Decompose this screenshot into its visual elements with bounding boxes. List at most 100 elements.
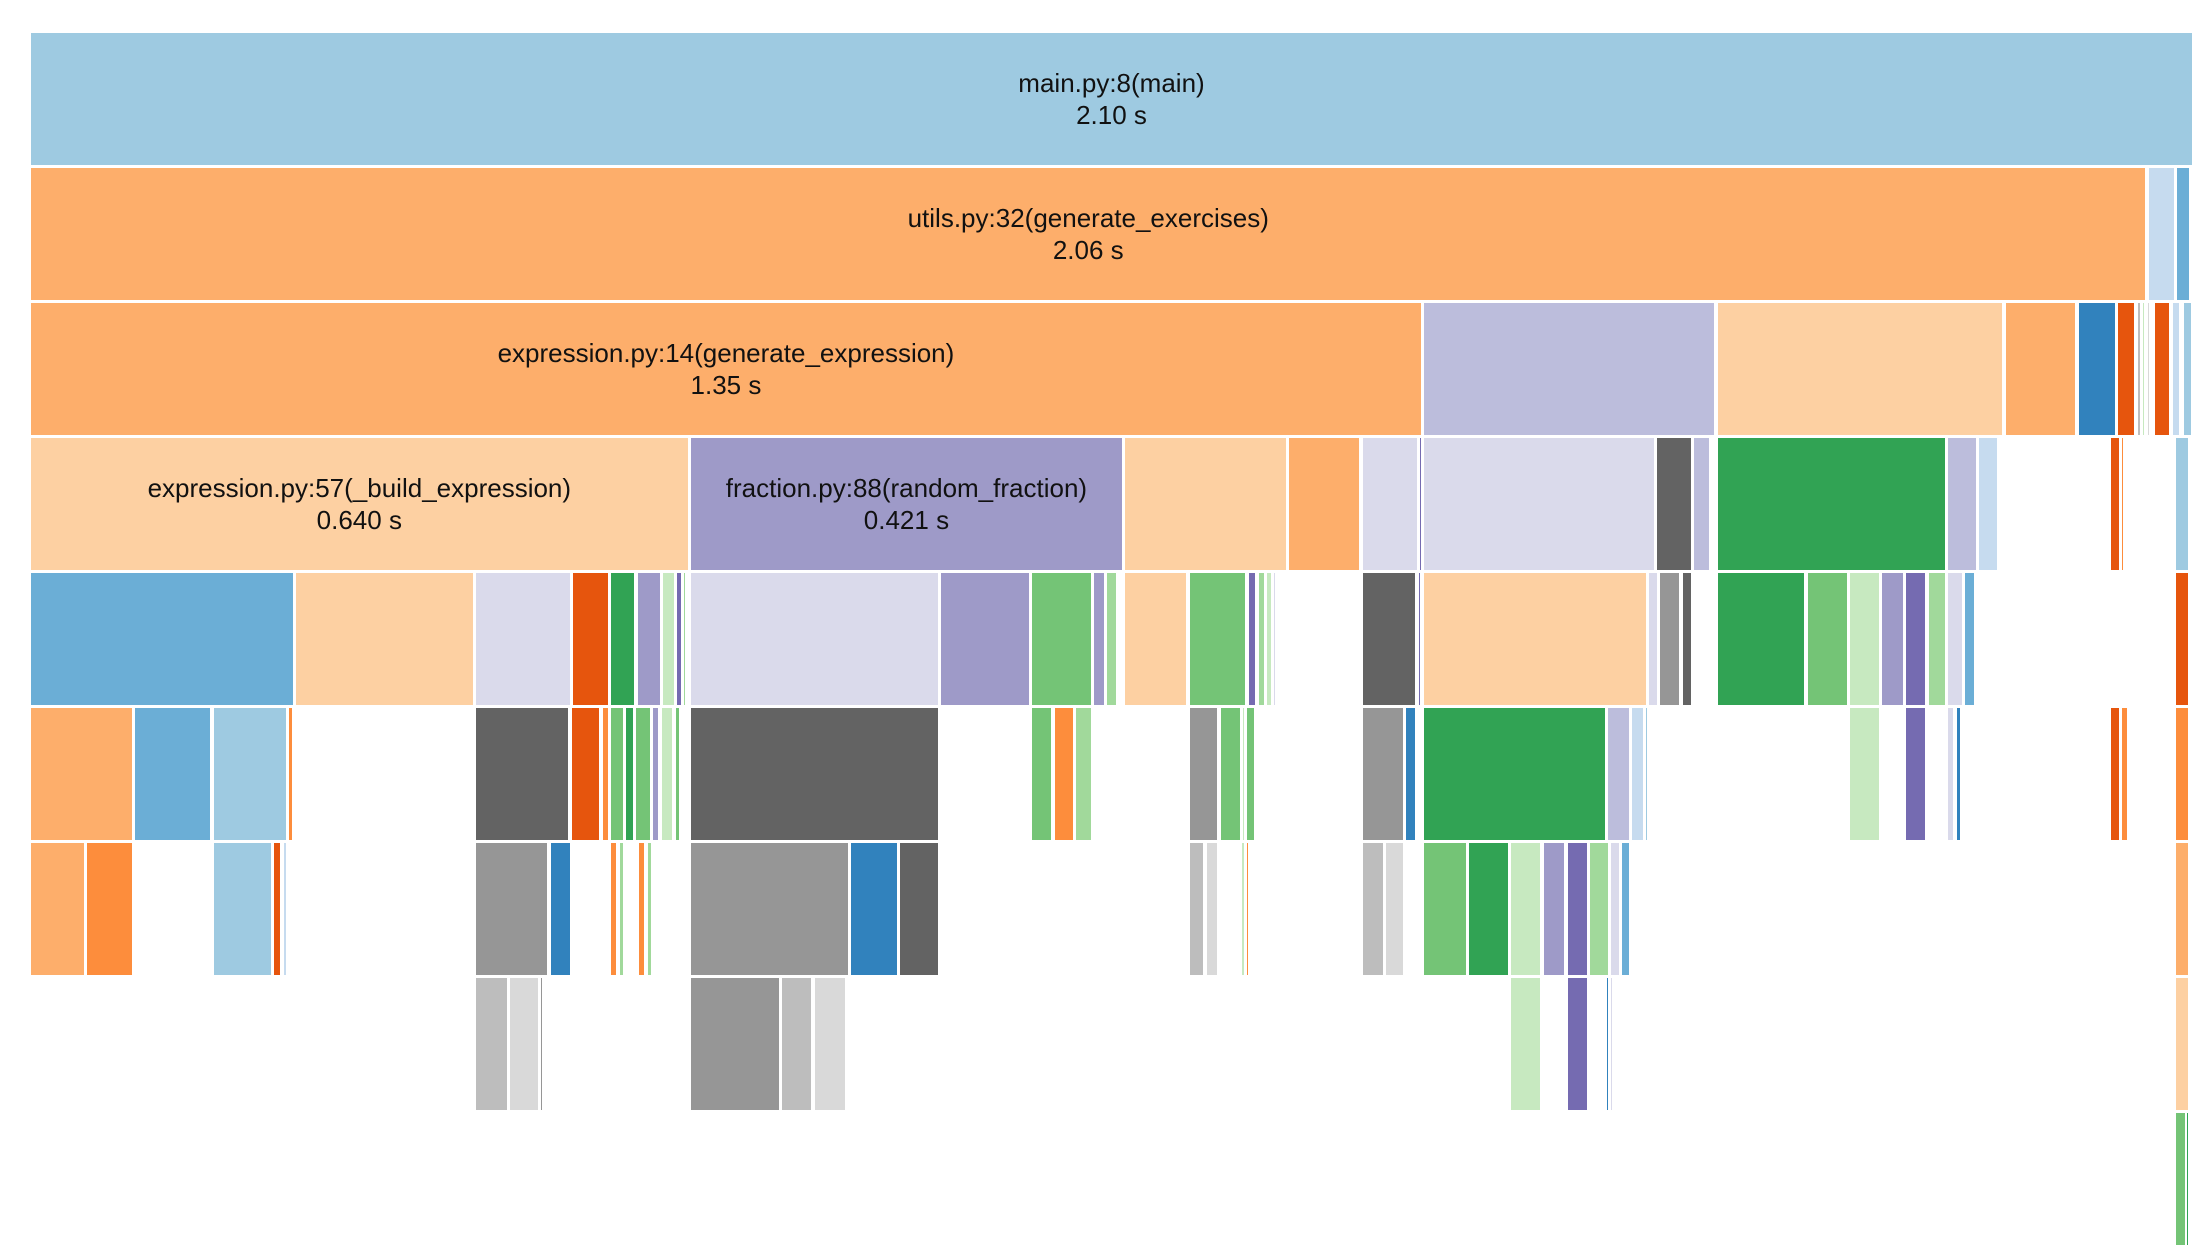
frame-bar[interactable] (296, 573, 475, 708)
frame-bar[interactable] (636, 708, 652, 843)
frame-bar[interactable] (1649, 573, 1659, 708)
frame-bar[interactable] (1632, 708, 1645, 843)
frame-bar[interactable] (684, 573, 687, 708)
frame-bar[interactable] (2111, 708, 2121, 843)
frame-bar[interactable] (573, 573, 610, 708)
frame-bar-labeled[interactable]: main.py:8(main) 2.10 s (31, 33, 2194, 168)
frame-bar[interactable] (1948, 573, 1964, 708)
frame-bar[interactable] (2151, 303, 2154, 438)
frame-bar[interactable] (2122, 708, 2130, 843)
frame-bar[interactable] (691, 573, 940, 708)
frame-bar[interactable] (2175, 438, 2190, 573)
frame-bar[interactable] (1125, 573, 1189, 708)
frame-bar[interactable] (2184, 303, 2193, 438)
frame-bar[interactable] (476, 843, 550, 978)
frame-bar[interactable] (1660, 573, 1682, 708)
frame-bar[interactable] (1717, 438, 1947, 573)
frame-bar[interactable] (1469, 843, 1511, 978)
frame-bar[interactable] (476, 708, 571, 843)
frame-bar[interactable] (1567, 843, 1589, 978)
frame-bar[interactable] (1608, 708, 1631, 843)
frame-bar[interactable] (691, 843, 850, 978)
frame-bar[interactable] (619, 843, 626, 978)
frame-bar[interactable] (2173, 303, 2182, 438)
frame-bar[interactable] (611, 843, 619, 978)
frame-bar-labeled[interactable]: fraction.py:88(random_fraction) 0.421 s (691, 438, 1124, 573)
frame-bar[interactable] (1906, 708, 1928, 843)
frame-bar[interactable] (1543, 843, 1567, 978)
frame-bar[interactable] (2175, 978, 2190, 1113)
frame-bar[interactable] (639, 843, 647, 978)
frame-bar[interactable] (1511, 978, 1543, 1113)
frame-bar[interactable] (1906, 573, 1928, 708)
frame-bar[interactable] (1362, 843, 1386, 978)
frame-bar[interactable] (1189, 708, 1220, 843)
frame-bar[interactable] (1243, 708, 1246, 843)
frame-bar[interactable] (1251, 843, 1255, 978)
frame-bar[interactable] (671, 843, 674, 978)
frame-bar[interactable] (1606, 978, 1610, 1113)
frame-bar[interactable] (2175, 708, 2190, 843)
frame-bar[interactable] (1567, 978, 1589, 1113)
frame-bar[interactable] (2175, 1113, 2188, 1248)
frame-bar[interactable] (1054, 708, 1075, 843)
frame-bar[interactable] (1849, 708, 1881, 843)
frame-bar[interactable] (1362, 708, 1405, 843)
frame-bar[interactable] (1241, 843, 1246, 978)
frame-bar[interactable] (135, 708, 213, 843)
frame-bar[interactable] (2149, 168, 2176, 303)
frame-bar[interactable] (31, 573, 296, 708)
frame-bar[interactable] (1094, 573, 1106, 708)
frame-bar[interactable] (2118, 303, 2137, 438)
frame-bar[interactable] (1928, 573, 1947, 708)
frame-bar[interactable] (1424, 843, 1468, 978)
frame-bar[interactable] (1717, 303, 2005, 438)
frame-bar[interactable] (1948, 708, 1956, 843)
frame-bar[interactable] (1272, 708, 1275, 843)
frame-bar[interactable] (1882, 573, 1905, 708)
frame-bar[interactable] (509, 978, 540, 1113)
frame-bar[interactable] (611, 708, 626, 843)
frame-bar[interactable] (476, 978, 509, 1113)
frame-bar[interactable] (1693, 438, 1711, 573)
frame-bar[interactable] (1418, 573, 1422, 708)
frame-bar[interactable] (663, 573, 676, 708)
frame-bar[interactable] (289, 708, 294, 843)
frame-bar[interactable] (1978, 438, 1999, 573)
frame-bar[interactable] (273, 843, 283, 978)
frame-bar[interactable] (1849, 573, 1881, 708)
frame-bar[interactable] (2154, 303, 2172, 438)
frame-bar[interactable] (2111, 438, 2121, 573)
frame-bar[interactable] (1386, 843, 1405, 978)
frame-bar[interactable] (1189, 843, 1206, 978)
frame-bar[interactable] (2187, 1113, 2190, 1248)
frame-bar[interactable] (1682, 573, 1693, 708)
frame-bar[interactable] (571, 708, 602, 843)
frame-bar[interactable] (851, 843, 899, 978)
frame-bar[interactable] (213, 843, 273, 978)
frame-bar[interactable] (87, 843, 134, 978)
frame-bar[interactable] (1258, 573, 1266, 708)
frame-bar[interactable] (814, 978, 848, 1113)
frame-bar[interactable] (1247, 843, 1251, 978)
frame-bar[interactable] (1807, 573, 1849, 708)
frame-bar[interactable] (31, 708, 134, 843)
frame-bar[interactable] (1406, 708, 1418, 843)
frame-bar[interactable] (691, 978, 782, 1113)
frame-bar-labeled[interactable]: expression.py:14(generate_expression) 1.3… (31, 303, 1423, 438)
frame-bar[interactable] (1248, 573, 1258, 708)
frame-bar[interactable] (283, 843, 288, 978)
frame-bar[interactable] (550, 843, 572, 978)
frame-bar[interactable] (1247, 708, 1256, 843)
frame-bar[interactable] (653, 708, 661, 843)
frame-bar[interactable] (1956, 708, 1963, 843)
frame-bar[interactable] (1424, 303, 1717, 438)
frame-bar[interactable] (1999, 438, 2002, 573)
frame-bar[interactable] (691, 708, 940, 843)
frame-bar[interactable] (677, 573, 683, 708)
frame-bar[interactable] (782, 978, 814, 1113)
frame-bar[interactable] (213, 708, 288, 843)
frame-bar[interactable] (2137, 303, 2143, 438)
frame-bar[interactable] (675, 708, 682, 843)
frame-bar[interactable] (1424, 438, 1657, 573)
